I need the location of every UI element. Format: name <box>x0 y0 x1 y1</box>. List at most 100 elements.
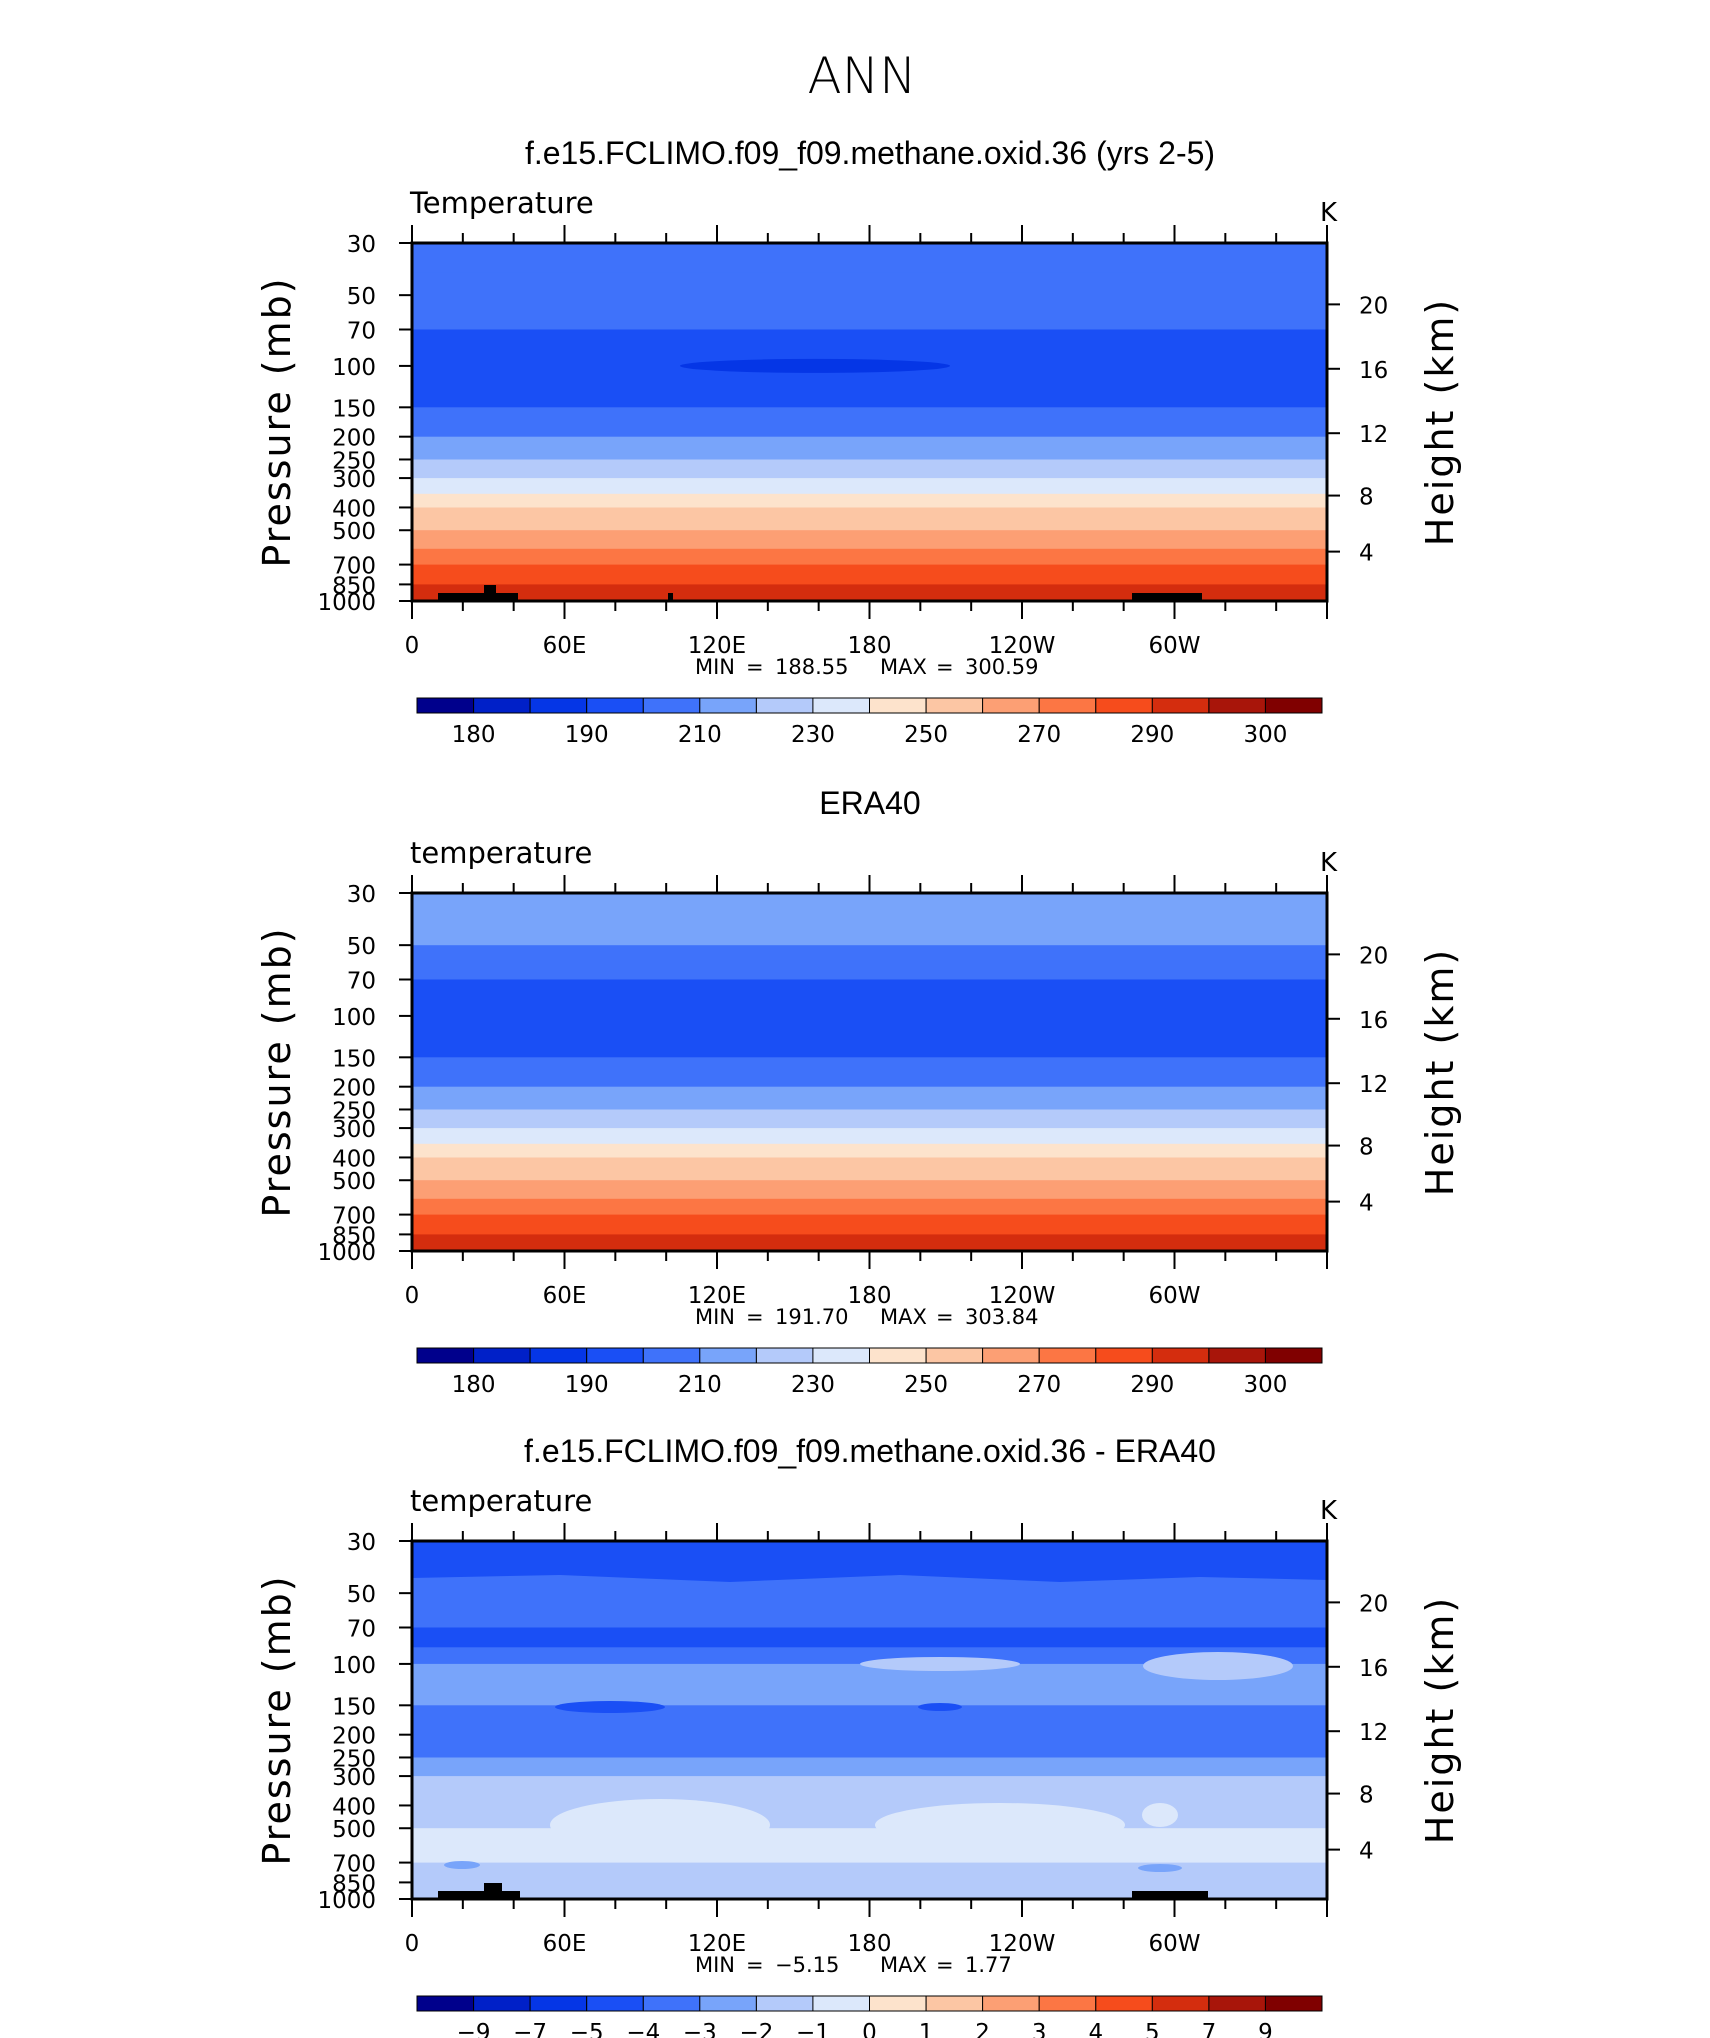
y-tick-label: 200 <box>332 426 376 452</box>
y-tick-label: 70 <box>347 969 376 995</box>
y-right-tick-label: 16 <box>1359 358 1388 384</box>
colorbar-label: 5 <box>1145 2020 1160 2038</box>
colorbar-box <box>982 697 1040 714</box>
colorbar-box <box>699 1995 757 2012</box>
colorbar-box <box>529 1995 588 2012</box>
y-tick-label: 150 <box>332 396 376 422</box>
y-tick-label: 1000 <box>317 1888 376 1914</box>
topography-block <box>668 593 673 601</box>
topography-block <box>484 585 496 601</box>
colorbar-label: 250 <box>904 722 948 748</box>
x-tick-label: 60E <box>543 633 587 659</box>
colorbar-box <box>1038 1995 1097 2012</box>
colorbar-box <box>416 1347 475 1364</box>
contour-band <box>412 1805 1327 1829</box>
contour-band <box>412 1627 1327 1648</box>
y-right-tick-label: 12 <box>1359 1072 1388 1098</box>
x-tick-label: 60W <box>1148 633 1200 659</box>
colorbar-box <box>473 1347 531 1364</box>
y-tick-label: 100 <box>332 1005 376 1031</box>
y-tick-label: 300 <box>332 1117 376 1143</box>
y-axis-title: Pressure (mb) <box>255 926 299 1217</box>
y-tick-label: 250 <box>332 1098 376 1124</box>
contour-band <box>412 1198 1327 1216</box>
y-tick-label: 30 <box>347 232 376 258</box>
stats-min-value: 191.70 <box>775 1305 848 1329</box>
contour-band <box>412 1057 1327 1088</box>
y-tick-label: 400 <box>332 1794 376 1820</box>
y-right-axis-title: Height (km) <box>1418 298 1462 546</box>
panel-title: f.e15.FCLIMO.f09_f09.methane.oxid.36 (yr… <box>525 135 1215 171</box>
x-tick-label: 180 <box>848 1931 892 1957</box>
colorbar-label: 230 <box>791 722 835 748</box>
colorbar-box <box>812 1995 871 2012</box>
colorbar-label: 1 <box>919 2020 934 2038</box>
y-tick-label: 500 <box>332 519 376 545</box>
colorbar-box <box>1264 1995 1323 2012</box>
colorbar-label: 7 <box>1202 2020 1217 2038</box>
stats-max-value: 303.84 <box>965 1305 1038 1329</box>
contour-region <box>412 1575 1327 1610</box>
y-right-tick-label: 12 <box>1359 1720 1388 1746</box>
variable-label: temperature <box>410 836 592 870</box>
contour-band <box>412 365 1327 408</box>
contour-band <box>412 459 1327 479</box>
contour-band <box>412 979 1327 1017</box>
y-tick-label: 1000 <box>317 1240 376 1266</box>
colorbar-box <box>1208 1995 1267 2012</box>
y-tick-label: 100 <box>332 355 376 381</box>
y-tick-label: 400 <box>332 1146 376 1172</box>
colorbar-label: 180 <box>452 1372 496 1398</box>
colorbar-box <box>586 697 644 714</box>
colorbar-box <box>1095 697 1153 714</box>
contour-band <box>412 436 1327 461</box>
x-tick-label: 0 <box>405 1931 420 1957</box>
contour-region <box>555 1701 665 1713</box>
contour-band <box>412 1776 1327 1807</box>
colorbar-label: 190 <box>565 722 609 748</box>
colorbar-label: 230 <box>791 1372 835 1398</box>
contour-band <box>412 1180 1327 1200</box>
colorbar-label: 250 <box>904 1372 948 1398</box>
y-tick-label: 850 <box>332 573 376 599</box>
stats-max-label: MAX <box>880 1305 927 1329</box>
y-tick-label: 850 <box>332 1871 376 1897</box>
colorbar-label: 270 <box>1017 1372 1061 1398</box>
colorbar-box <box>1208 697 1267 714</box>
topography-block <box>1132 1891 1208 1899</box>
colorbar-box <box>755 697 814 714</box>
x-tick-label: 120W <box>989 1283 1056 1309</box>
y-tick-label: 200 <box>332 1076 376 1102</box>
y-axis-title: Pressure (mb) <box>255 276 299 567</box>
colorbar-box <box>925 1347 984 1364</box>
colorbar-box <box>1264 1347 1323 1364</box>
y-tick-label: 150 <box>332 1694 376 1720</box>
colorbar-box <box>812 697 871 714</box>
topography-block <box>438 1891 520 1899</box>
contour-region <box>444 1861 480 1869</box>
contour-region <box>875 1803 1125 1847</box>
x-tick-label: 180 <box>848 633 892 659</box>
stats-max-value: 300.59 <box>965 655 1038 679</box>
contour-minimum <box>680 358 950 373</box>
x-tick-label: 180 <box>848 1283 892 1309</box>
contour-band <box>412 1143 1327 1158</box>
y-right-tick-label: 4 <box>1359 1839 1374 1865</box>
contour-band <box>412 407 1327 438</box>
contour-band <box>412 1734 1327 1759</box>
panel-era40: ERA40 temperature K Pressure (mb) Height (km… <box>255 785 1462 1398</box>
x-tick-label: 120W <box>989 1931 1056 1957</box>
y-tick-label: 50 <box>347 1582 376 1608</box>
x-tick-label: 120E <box>688 633 746 659</box>
contour-band <box>412 548 1327 566</box>
colorbar-box <box>529 1347 588 1364</box>
contour-band <box>412 1882 1327 1900</box>
y-right-tick-label: 8 <box>1359 485 1374 511</box>
panel-title: f.e15.FCLIMO.f09_f09.methane.oxid.36 - E… <box>524 1433 1216 1469</box>
y-tick-label: 30 <box>347 882 376 908</box>
y-axis-title: Pressure (mb) <box>255 1574 299 1865</box>
x-tick-label: 60W <box>1148 1283 1200 1309</box>
colorbar-label: −2 <box>739 2020 773 2038</box>
x-tick-label: 60E <box>543 1283 587 1309</box>
y-right-tick-label: 4 <box>1359 541 1374 567</box>
